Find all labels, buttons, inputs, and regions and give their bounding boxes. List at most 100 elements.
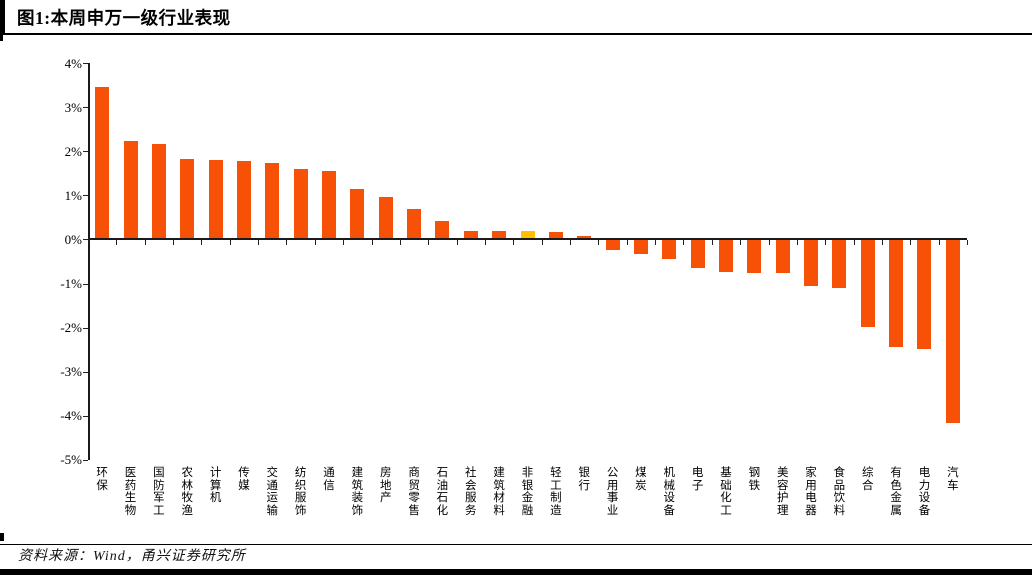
x-axis-label-农林牧渔: 农林牧渔 <box>181 467 193 517</box>
y-axis-tick <box>83 415 88 417</box>
bar-钢铁 <box>747 239 762 273</box>
figure-title: 图1:本周申万一级行业表现 <box>17 8 231 28</box>
bar-农林牧渔 <box>180 159 195 240</box>
x-axis-label-石油石化: 石油石化 <box>436 467 449 517</box>
bar-医药生物 <box>123 140 138 240</box>
x-axis-tick <box>371 240 373 246</box>
bottom-border-bar <box>0 569 1032 575</box>
y-axis-label: -4% <box>60 408 82 424</box>
bar-商贸零售 <box>407 208 422 240</box>
bar-通信 <box>322 170 337 240</box>
x-axis-label-基础化工: 基础化工 <box>720 467 732 517</box>
bar-非银金融 <box>520 231 535 240</box>
x-axis-tick <box>768 240 770 246</box>
source-note: 资料来源：Wind，甬兴证券研究所 <box>18 549 246 564</box>
x-axis-tick <box>173 240 175 246</box>
y-axis-tick <box>83 459 88 461</box>
y-axis-label: 3% <box>64 99 82 115</box>
y-axis-label: -3% <box>60 364 82 380</box>
x-axis-label-有色金属: 有色金属 <box>890 467 902 517</box>
y-axis-label: 1% <box>64 187 82 203</box>
x-axis-tick <box>683 240 685 246</box>
x-axis-tick <box>144 240 146 246</box>
x-axis-label-计算机: 计算机 <box>209 467 222 504</box>
x-axis-zero-line <box>88 238 967 241</box>
x-axis-label-电子: 电子 <box>691 467 704 492</box>
industry-performance-bar-chart: 4% 3% 2% 1% 0% -1% -2% -3% -4% -5% 环保 医药生物 国防军工 农林牧渔 计… <box>0 34 1032 534</box>
bar-房地产 <box>378 196 393 240</box>
x-axis-tick <box>570 240 572 246</box>
x-axis-label-综合: 综合 <box>862 467 874 492</box>
x-axis-tick <box>399 240 401 246</box>
x-axis-label-食品饮料: 食品饮料 <box>833 467 846 517</box>
x-axis-tick <box>286 240 288 246</box>
x-axis-tick <box>258 240 260 246</box>
x-axis-tick <box>938 240 940 246</box>
bar-公用事业 <box>605 239 620 250</box>
x-axis-label-医药生物: 医药生物 <box>124 467 137 517</box>
y-axis-tick <box>83 63 88 64</box>
bar-煤炭 <box>633 239 648 255</box>
bar-建筑材料 <box>492 230 507 240</box>
y-axis-label: -5% <box>60 452 82 468</box>
bar-食品饮料 <box>832 239 847 288</box>
bar-计算机 <box>208 160 223 240</box>
title-underline <box>0 33 1032 35</box>
bar-传媒 <box>236 161 251 240</box>
y-axis-label: -1% <box>60 276 82 291</box>
y-axis-tick <box>83 283 88 285</box>
title-accent-bar <box>0 0 5 33</box>
x-axis-label-机械设备: 机械设备 <box>663 467 676 517</box>
x-axis-label-美容护理: 美容护理 <box>776 467 789 517</box>
y-axis-label: 4% <box>64 55 82 71</box>
bar-国防军工 <box>151 144 166 240</box>
x-axis-label-交通运输: 交通运输 <box>266 467 279 517</box>
x-axis-tick <box>116 240 118 246</box>
x-axis-tick <box>967 240 968 246</box>
x-axis-tick <box>853 240 855 246</box>
bar-汽车 <box>945 239 960 424</box>
x-axis-tick <box>428 240 430 246</box>
x-axis-label-建筑材料: 建筑材料 <box>493 467 505 517</box>
y-axis-tick <box>83 239 88 241</box>
bar-有色金属 <box>889 239 904 348</box>
x-axis-tick <box>88 240 89 246</box>
y-axis-line <box>88 63 90 460</box>
x-axis-tick <box>513 240 515 246</box>
x-axis-label-建筑装饰: 建筑装饰 <box>351 467 364 517</box>
x-axis-label-煤炭: 煤炭 <box>635 467 647 492</box>
x-axis-tick <box>314 240 316 246</box>
bar-环保 <box>95 87 110 240</box>
bar-轻工制造 <box>548 231 563 240</box>
y-axis-label: -2% <box>60 320 82 336</box>
x-axis-tick <box>740 240 742 246</box>
x-axis-label-纺织服饰: 纺织服饰 <box>294 467 307 517</box>
x-axis-label-钢铁: 钢铁 <box>748 467 761 492</box>
bar-美容护理 <box>775 239 790 274</box>
x-axis-tick <box>825 240 827 246</box>
bar-基础化工 <box>718 239 733 272</box>
bar-交通运输 <box>265 162 280 240</box>
x-axis-label-通信: 通信 <box>323 467 335 492</box>
x-axis-label-汽车: 汽车 <box>947 467 959 492</box>
title-accent-notch <box>0 33 3 41</box>
x-axis-label-家用电器: 家用电器 <box>805 467 817 517</box>
x-axis-label-银行: 银行 <box>578 467 590 492</box>
y-axis-tick <box>83 371 88 373</box>
x-axis-tick <box>626 240 628 246</box>
bar-电子 <box>690 239 705 268</box>
y-axis-tick <box>83 151 88 153</box>
x-axis-label-环保: 环保 <box>96 467 108 492</box>
x-axis-tick <box>229 240 231 246</box>
y-axis-tick <box>83 107 88 109</box>
x-axis-label-商贸零售: 商贸零售 <box>408 467 420 517</box>
x-axis-label-公用事业: 公用事业 <box>606 467 619 517</box>
bar-综合 <box>860 239 875 327</box>
bar-纺织服饰 <box>293 168 308 240</box>
x-axis-tick <box>655 240 657 246</box>
x-axis-tick <box>484 240 486 246</box>
x-axis-tick <box>910 240 912 246</box>
x-axis-tick <box>541 240 543 246</box>
x-axis-tick <box>201 240 203 246</box>
